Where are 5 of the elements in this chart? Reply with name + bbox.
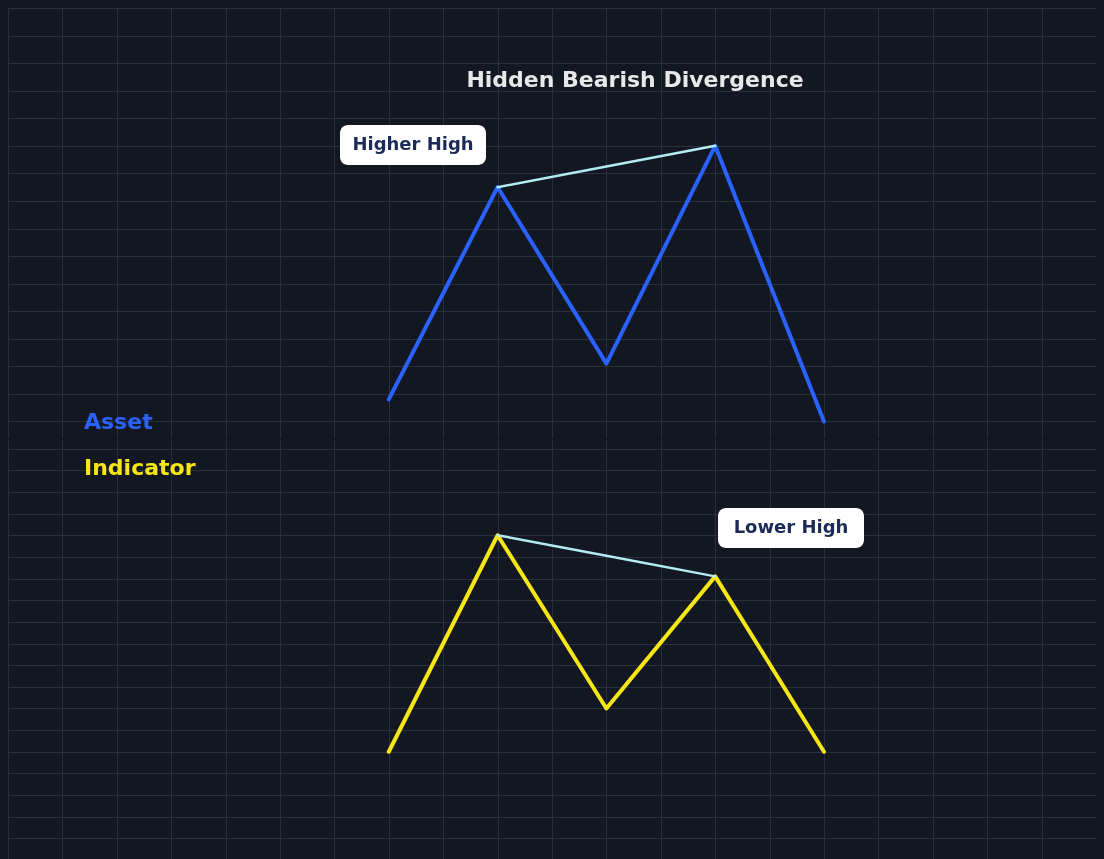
chart-title: Hidden Bearish Divergence [466, 67, 804, 92]
text: Asset [84, 409, 154, 434]
text: Indicator [84, 455, 196, 480]
annotation: Lower High [733, 516, 849, 537]
annotation: Higher High [352, 133, 474, 154]
